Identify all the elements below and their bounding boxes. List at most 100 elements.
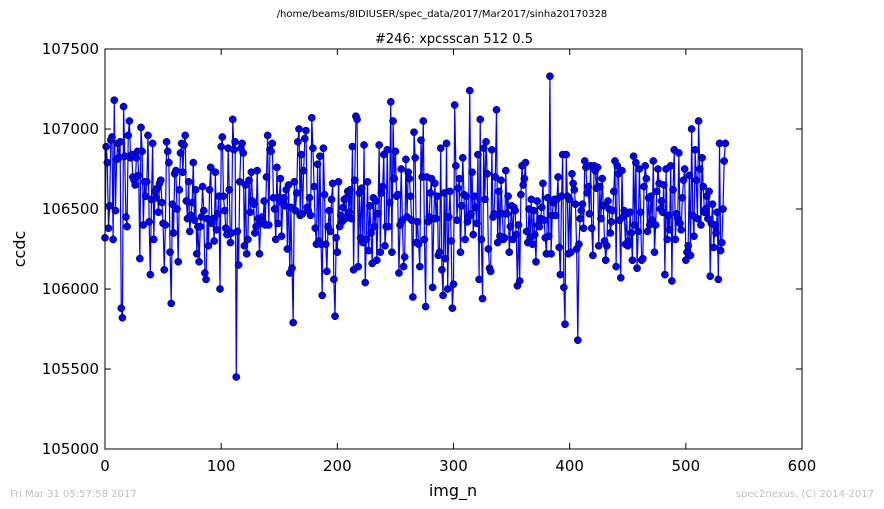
data-point	[221, 224, 230, 233]
y-axis-label: ccdc	[10, 231, 29, 268]
data-point	[105, 201, 114, 210]
data-point	[419, 117, 428, 125]
y-tick-label: 105000	[42, 440, 99, 458]
data-point	[504, 192, 512, 201]
data-point	[289, 318, 298, 327]
data-point	[319, 144, 328, 153]
y-tick-label: 107500	[42, 40, 99, 58]
data-point	[484, 245, 493, 253]
data-point	[327, 195, 336, 204]
data-point	[537, 203, 546, 212]
data-point	[560, 283, 568, 292]
data-point	[218, 133, 227, 141]
x-tick-label: 600	[788, 457, 817, 475]
data-point	[213, 209, 222, 218]
data-point	[123, 222, 131, 231]
timestamp-footer: Fri Mar 31 05:57:58 2017	[10, 489, 137, 500]
data-point	[433, 192, 442, 201]
data-point	[494, 187, 503, 196]
data-point	[629, 152, 638, 161]
data-point	[578, 200, 587, 209]
data-point	[152, 193, 160, 202]
data-point	[699, 182, 708, 191]
data-point	[664, 211, 673, 220]
data-point	[517, 190, 525, 199]
data-point	[196, 222, 205, 231]
data-point	[185, 227, 194, 236]
data-point	[426, 189, 435, 197]
data-point	[666, 161, 675, 170]
data-point	[435, 248, 444, 257]
data-point	[276, 174, 285, 183]
data-point	[350, 176, 359, 185]
data-point	[468, 168, 476, 177]
data-point	[544, 232, 553, 241]
data-point	[110, 96, 119, 105]
data-point	[378, 182, 387, 191]
data-point	[240, 241, 249, 250]
data-point	[706, 272, 715, 281]
data-point	[417, 136, 425, 145]
data-point	[642, 174, 651, 183]
data-point	[479, 144, 488, 153]
data-point	[119, 102, 128, 111]
data-point	[652, 187, 661, 196]
data-point	[298, 209, 307, 218]
data-point	[471, 203, 480, 212]
data-point	[134, 171, 143, 180]
data-point	[305, 193, 314, 202]
data-point	[575, 240, 583, 249]
data-point	[108, 133, 116, 141]
data-point	[393, 190, 402, 199]
data-point	[386, 97, 395, 106]
data-point	[583, 189, 591, 197]
data-point	[220, 206, 229, 215]
data-point	[198, 182, 207, 191]
y-tick-label: 105500	[42, 360, 99, 378]
data-point	[146, 270, 155, 279]
data-point	[195, 257, 203, 266]
data-point	[377, 189, 386, 197]
data-point	[442, 139, 451, 148]
data-point	[283, 245, 292, 253]
data-point	[158, 198, 166, 207]
data-point	[413, 217, 422, 226]
data-point	[181, 131, 190, 140]
data-point	[589, 251, 597, 260]
data-point	[441, 254, 450, 263]
data-point	[167, 299, 176, 308]
data-point	[142, 177, 151, 186]
data-point	[668, 277, 676, 285]
data-point	[184, 177, 193, 186]
data-point	[270, 205, 279, 213]
data-point	[230, 145, 238, 154]
data-point	[309, 144, 317, 153]
data-point	[635, 165, 644, 173]
y-tick-label: 107000	[42, 120, 99, 138]
data-point	[225, 185, 234, 194]
data-point	[375, 141, 383, 149]
data-point	[156, 176, 165, 185]
data-point	[587, 224, 596, 233]
data-point	[628, 256, 637, 265]
data-point	[191, 185, 200, 194]
data-point	[124, 131, 133, 140]
data-point	[366, 201, 374, 210]
data-point	[712, 229, 720, 237]
data-point	[650, 248, 659, 257]
data-point	[334, 177, 343, 186]
data-point	[385, 198, 394, 207]
data-point	[390, 174, 399, 183]
axis-ticks: 0 100 200 300 400 500 600 105000 105500 106000 106…	[42, 40, 817, 475]
data-point	[540, 216, 548, 225]
data-point	[633, 264, 641, 273]
data-point	[497, 176, 505, 185]
data-point	[246, 208, 255, 217]
data-point	[144, 131, 152, 140]
data-point	[104, 224, 113, 233]
data-point	[260, 197, 268, 205]
data-point	[511, 206, 519, 215]
data-point	[291, 206, 300, 215]
data-point	[568, 169, 576, 178]
data-point	[169, 229, 178, 237]
